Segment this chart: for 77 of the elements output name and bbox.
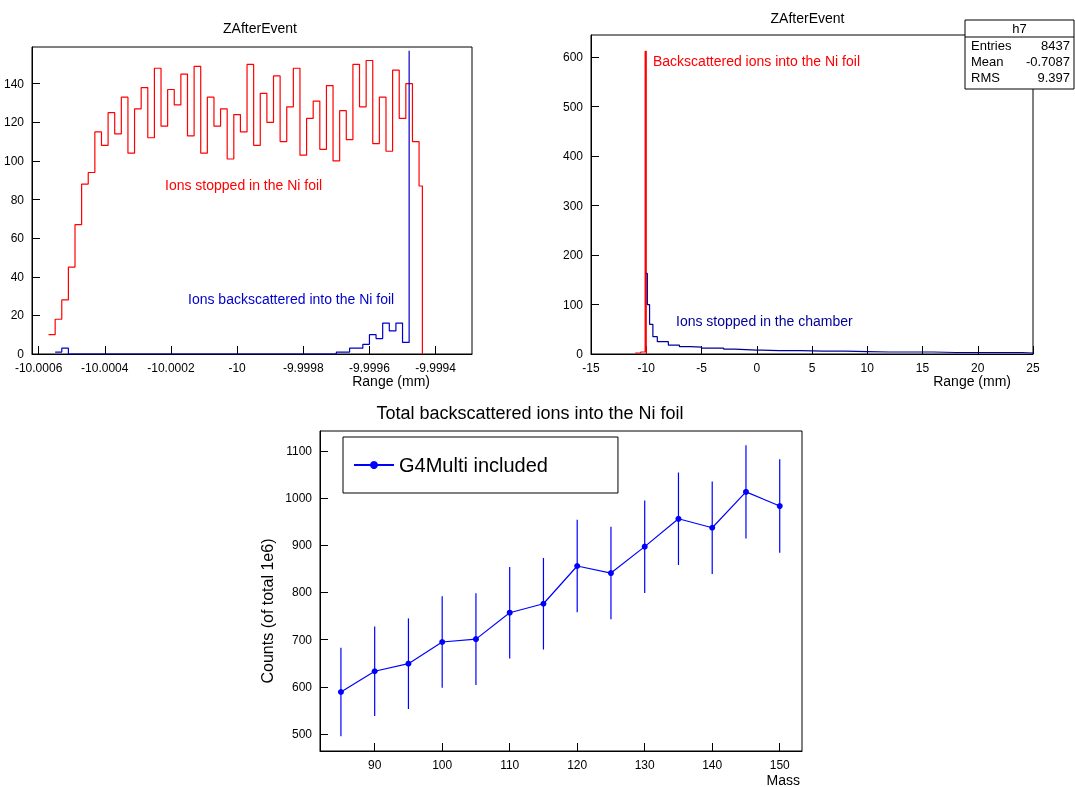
chart-title: ZAfterEvent <box>770 10 845 26</box>
point <box>540 600 547 607</box>
y-tick-label: 900 <box>291 538 313 553</box>
chart-title: ZAfterEvent <box>223 20 298 36</box>
x-tick-label: -10.0002 <box>147 361 195 375</box>
y-tick-label: 600 <box>562 50 584 65</box>
x-tick-label: 110 <box>500 758 520 772</box>
y-tick-label: 600 <box>291 679 313 694</box>
y-tick-label: 200 <box>562 248 584 263</box>
x-tick-label: -10 <box>637 361 656 375</box>
point <box>371 668 378 675</box>
annotation: Entries <box>971 38 1012 53</box>
y-tick-label: 120 <box>3 115 25 130</box>
x-tick-label: 150 <box>769 758 791 772</box>
series-label: Ions backscattered into the Ni foil <box>188 291 395 307</box>
point <box>709 524 716 531</box>
point <box>776 503 783 510</box>
x-tick-label: 15 <box>915 361 930 375</box>
y-tick-label: 500 <box>291 727 313 742</box>
y-tick-label: 1100 <box>286 443 313 458</box>
chart-title: Total backscattered ions into the Ni foil <box>376 403 684 423</box>
point <box>574 562 581 569</box>
x-tick-label: 140 <box>702 758 723 772</box>
annotation: RMS <box>971 70 1001 85</box>
annotation: h7 <box>1012 21 1027 36</box>
point <box>472 636 479 643</box>
x-tick-label: 90 <box>368 758 382 772</box>
annotation: Mean <box>971 54 1004 69</box>
y-tick-label: 0 <box>576 347 584 361</box>
y-tick-label: 80 <box>10 192 25 207</box>
x-tick-label: -10.0006 <box>14 361 63 375</box>
annotation: -0.7087 <box>1025 54 1070 69</box>
x-tick-label: -10.0004 <box>81 361 129 375</box>
point <box>439 638 446 645</box>
y-tick-label: 100 <box>3 153 25 168</box>
x-tick-label: -5 <box>696 361 708 375</box>
x-tick-label: 5 <box>808 361 816 375</box>
y-tick-label: 400 <box>562 149 584 164</box>
x-tick-label: 20 <box>971 361 985 375</box>
y-tick-label: 800 <box>291 585 313 600</box>
x-tick-label: -9.9996 <box>349 361 391 375</box>
y-tick-label: 40 <box>10 269 25 284</box>
x-tick-label: -9.9998 <box>282 361 324 375</box>
y-tick-label: 1000 <box>285 491 313 506</box>
x-axis-title: Range (mm) <box>933 373 1011 389</box>
point <box>405 660 412 667</box>
x-tick-label: 100 <box>432 758 453 772</box>
point <box>675 515 682 522</box>
y-tick-label: 60 <box>10 231 25 246</box>
x-axis-title: Mass <box>766 772 800 787</box>
y-tick-label: 140 <box>3 76 25 91</box>
x-axis-title: Range (mm) <box>352 373 430 389</box>
point <box>607 570 614 577</box>
x-tick-label: -15 <box>582 361 600 375</box>
point <box>506 609 513 616</box>
y-tick-label: 700 <box>291 632 313 647</box>
y-tick-label: 0 <box>17 347 25 361</box>
point <box>742 488 749 495</box>
series-label: Ions stopped in the Ni foil <box>165 177 323 193</box>
series-label: Ions stopped in the chamber <box>676 313 854 329</box>
legend-label: G4Multi included <box>399 454 548 476</box>
y-tick-label: 20 <box>10 308 25 323</box>
x-tick-label: 10 <box>860 361 875 375</box>
y-tick-label: 300 <box>562 198 584 213</box>
point <box>337 689 344 695</box>
point <box>641 543 648 550</box>
y-tick-label: 500 <box>562 99 584 114</box>
x-tick-label: -10 <box>228 361 247 375</box>
text: 8437 <box>1041 38 1070 53</box>
y-axis-title: Counts (of total 1e6) <box>258 538 276 684</box>
series-label: Backscattered ions into the Ni foil <box>653 53 860 69</box>
x-tick-label: 130 <box>634 758 656 772</box>
text: 9.397 <box>1037 70 1070 85</box>
x-tick-label: 25 <box>1026 361 1040 375</box>
x-tick-label: 0 <box>753 361 761 375</box>
y-tick-label: 100 <box>562 297 584 312</box>
x-tick-label: -9.9994 <box>415 361 457 375</box>
